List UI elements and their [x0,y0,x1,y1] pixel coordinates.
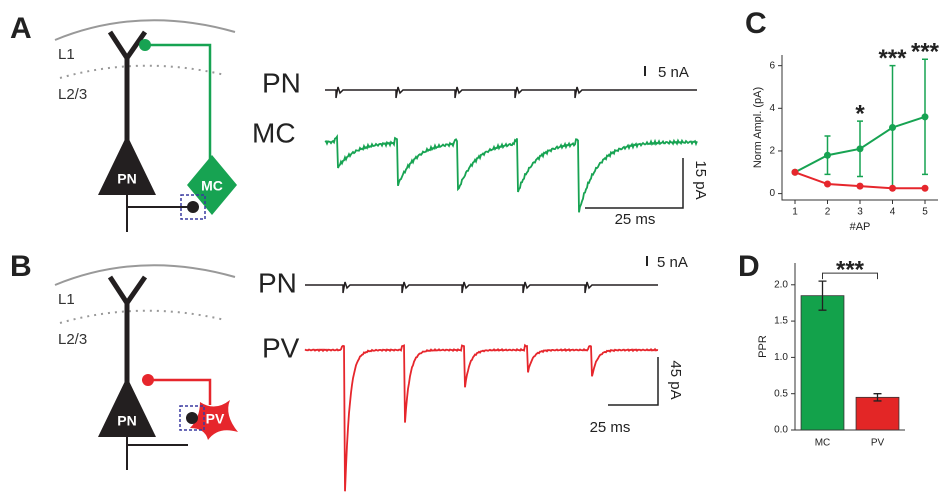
y-axis-label: Norm Ampl. (pA) [752,87,764,168]
synapse [142,374,154,386]
axis [781,55,938,201]
significance-bracket [822,272,878,280]
layer-border [59,309,226,324]
scale-label: 25 ms [590,419,631,436]
y-tick-label: 4 [769,103,775,114]
x-tick-label: PV [871,438,885,449]
layer-label: L2/3 [58,331,87,348]
mc-neuron [187,155,237,215]
panel-label: A [10,12,32,45]
x-tick-label: MC [815,438,831,449]
trace [324,134,698,213]
cell-label: PV [206,411,225,427]
pn-neuron [98,275,188,470]
bar [800,295,845,431]
y-tick-label: 6 [769,60,775,71]
layer-label: L1 [58,291,75,308]
significance: * [855,100,865,127]
x-tick-label: 4 [890,207,896,218]
layer-border [59,64,226,79]
x-tick-label: 1 [792,207,798,218]
mc-axon [145,43,212,160]
recording-box [179,405,205,431]
x-tick-label: 5 [922,207,928,218]
point [889,184,896,192]
error-bar [873,393,882,402]
bar [855,396,900,431]
trace [305,281,658,294]
scale-label: 45 pA [667,360,684,399]
synapse [139,39,151,51]
layer-label: L2/3 [58,86,87,103]
scale-label: 15 pA [692,160,709,199]
x-tick-label: 3 [857,207,863,218]
point [824,151,831,159]
significance: *** [911,39,940,66]
point [889,124,896,131]
x-axis-label: #AP [850,221,871,233]
significance: *** [836,256,865,283]
panel-label: D [738,250,760,283]
point [856,182,864,190]
panel-label: B [10,250,32,283]
error-bar [818,280,827,311]
y-tick-label: 0 [769,188,775,199]
cell-label: PN [117,413,136,429]
y-tick-label: 2 [769,146,775,157]
recording-site [186,412,198,424]
pv-axon [148,378,212,405]
pn-neuron [98,30,190,232]
panel-label: C [745,7,767,40]
cell-label: PN [117,171,136,187]
trace [304,343,659,492]
point [791,168,799,176]
pia-arc [54,19,236,41]
x-tick-label: 2 [825,207,831,218]
y-tick-label: 2.0 [774,279,788,290]
trace-label: MC [252,117,296,148]
scale-label: 25 ms [615,211,656,228]
y-tick-label: 1.0 [774,352,788,363]
trace-label: PV [262,332,300,363]
recording-box [180,194,206,220]
y-tick-label: 0.5 [774,388,788,399]
scale-bar [585,158,684,209]
recording-site [187,201,199,213]
y-axis-label: PPR [757,335,769,358]
cell-label: MC [201,178,223,194]
point [921,113,929,121]
scale-label: 5 nA [657,254,688,271]
y-tick-label: 0.0 [774,425,788,436]
trace-label: PN [258,267,297,298]
layer-label: L1 [58,46,75,63]
trace [325,86,697,99]
scale-label: 5 nA [658,64,689,81]
point [856,145,864,153]
pia-arc [54,264,236,286]
point [824,180,831,188]
scale-bar [608,357,659,406]
significance: *** [878,45,907,72]
trace-label: PN [262,67,301,98]
y-tick-label: 1.5 [774,316,788,327]
point [921,184,929,192]
